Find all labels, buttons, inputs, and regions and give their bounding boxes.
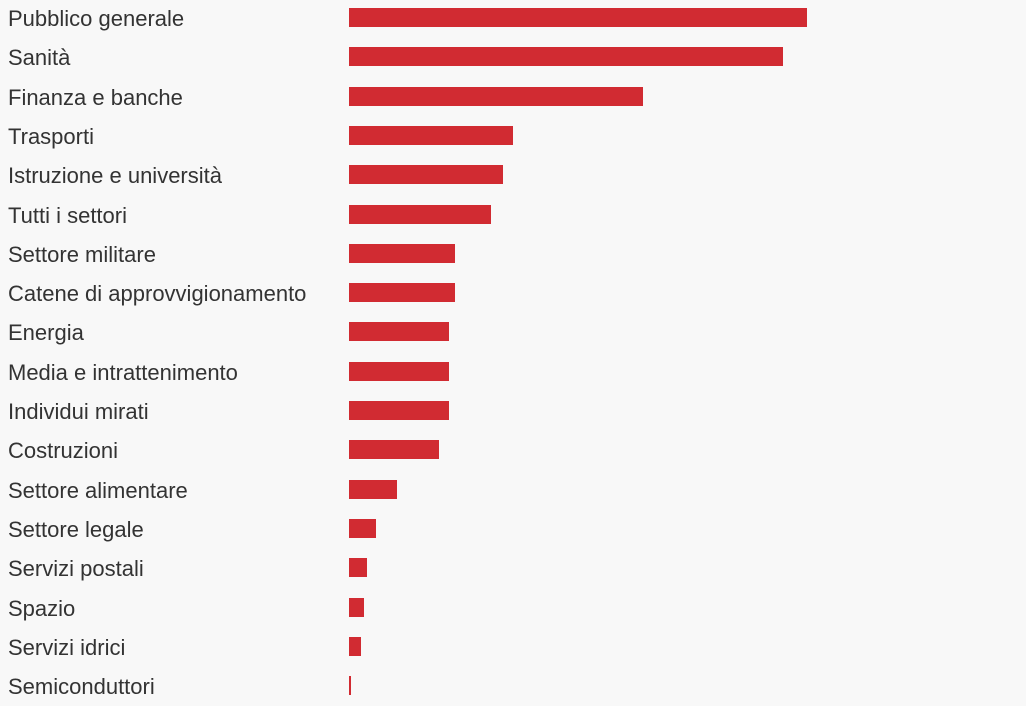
bar — [349, 125, 513, 145]
bar — [349, 440, 439, 460]
category-label: Settore militare — [8, 241, 156, 267]
category-label: Pubblico generale — [8, 6, 185, 31]
category-label: Costruzioni — [8, 438, 119, 464]
bar — [349, 597, 364, 617]
bar — [349, 165, 503, 185]
bar-row: Settore militare — [0, 235, 1026, 274]
bar — [349, 322, 449, 342]
bar-row: Tutti i settori — [0, 196, 1026, 235]
category-label: Trasporti — [8, 123, 94, 149]
bar-row: Settore alimentare — [0, 471, 1026, 510]
bar — [349, 676, 351, 696]
category-label: Media e intrattenimento — [8, 359, 238, 385]
bar-row: Servizi idrici — [0, 628, 1026, 667]
bar — [349, 47, 783, 67]
category-label: Sanità — [8, 45, 71, 71]
category-label: Catene di approvvigionamento — [8, 281, 307, 307]
bar-row: Finanza e banche — [0, 78, 1026, 117]
bar-row: Sanità — [0, 38, 1026, 77]
category-label: Settore alimentare — [8, 477, 188, 503]
bar-row: Settore legale — [0, 510, 1026, 549]
bar-row: Media e intrattenimento — [0, 353, 1026, 392]
bar-row: Energia — [0, 313, 1026, 352]
category-label: Energia — [8, 320, 84, 346]
bar-row: Servizi postali — [0, 549, 1026, 588]
bar — [349, 243, 455, 263]
bar-row: Costruzioni — [0, 431, 1026, 470]
bar — [349, 361, 449, 381]
bar — [349, 636, 361, 656]
bar — [349, 283, 455, 303]
bar-row: Catene di approvvigionamento — [0, 274, 1026, 313]
bar — [349, 558, 367, 578]
bar-row: Spazio — [0, 589, 1026, 628]
category-label: Semiconduttori — [8, 674, 155, 700]
bar — [349, 8, 807, 27]
category-label: Individui mirati — [8, 399, 149, 424]
category-label: Istruzione e università — [8, 163, 222, 189]
bar-row: Istruzione e università — [0, 156, 1026, 195]
category-label: Tutti i settori — [8, 202, 127, 228]
bar-row: Individui mirati — [0, 392, 1026, 431]
category-label: Settore legale — [8, 516, 144, 542]
category-label: Servizi postali — [8, 556, 144, 582]
bar-row: Semiconduttori — [0, 667, 1026, 706]
category-label: Finanza e banche — [8, 84, 183, 110]
category-label: Spazio — [8, 595, 76, 621]
category-label: Servizi idrici — [8, 634, 126, 660]
bar-row: Trasporti — [0, 117, 1026, 156]
bar — [349, 518, 376, 538]
bar — [349, 401, 449, 420]
bar — [349, 204, 491, 224]
bar — [349, 86, 643, 106]
bar-row: Pubblico generale — [0, 0, 1026, 38]
bar — [349, 479, 397, 499]
